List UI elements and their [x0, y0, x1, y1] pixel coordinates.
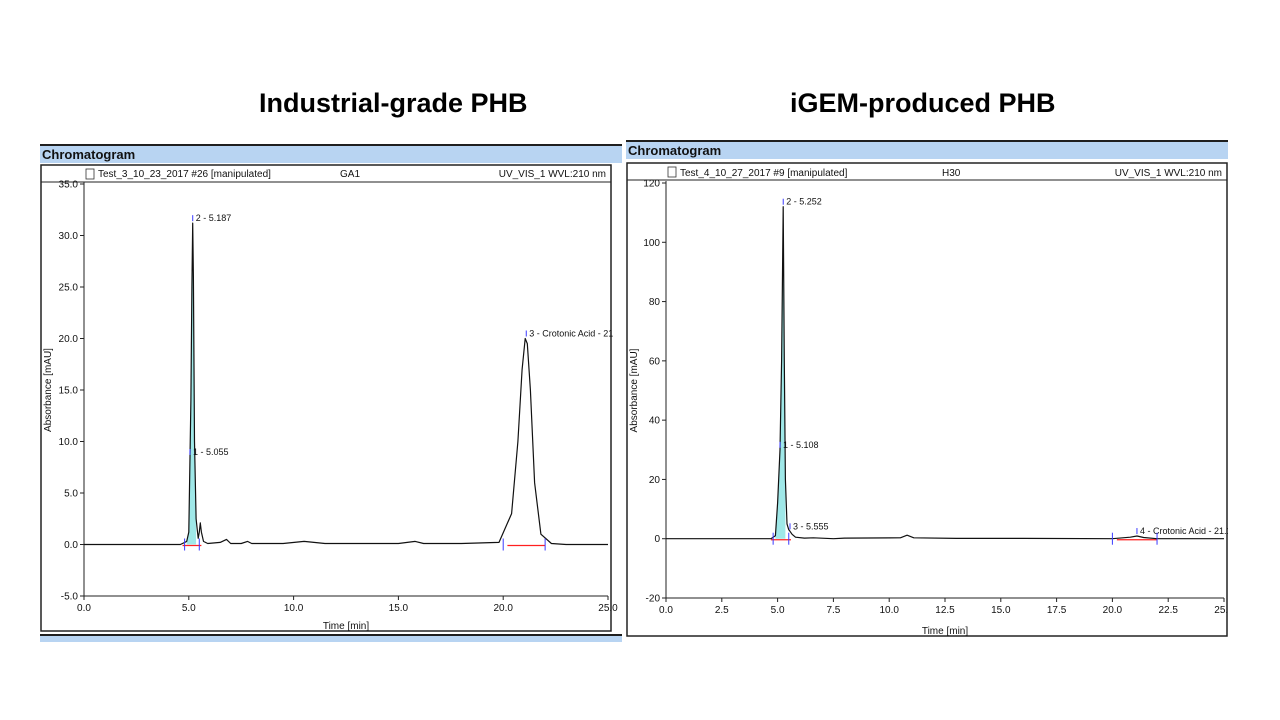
y-tick-label: 100: [643, 238, 660, 249]
x-tick-label: 0.0: [659, 605, 673, 616]
chromatogram-plot-left: Test_3_10_23_2017 #26 [manipulated] GA1 UV…: [40, 164, 618, 632]
peak-label: 1 - 5.055: [193, 447, 229, 457]
y-tick-label: 0: [654, 534, 660, 545]
document-icon: [667, 166, 677, 178]
x-tick-label: 22.5: [1158, 605, 1178, 616]
y-tick-label: 10.0: [59, 437, 79, 448]
y-tick-label: 120: [643, 179, 660, 190]
right-chart-title: iGEM-produced PHB: [790, 88, 1056, 118]
x-tick-label: 2.5: [715, 605, 729, 616]
peak-label: 4 - Crotonic Acid - 21.1: [1140, 526, 1228, 536]
x-tick-label: 25.0: [598, 603, 618, 614]
y-tick-label: 80: [649, 297, 661, 308]
panel-footer-left: [40, 634, 622, 642]
chromatogram-series-line: [84, 222, 608, 546]
y-tick-label: 40: [649, 416, 661, 427]
left-chart-title: Industrial-grade PHB: [259, 88, 528, 118]
y-tick-label: 20: [649, 475, 661, 486]
chromatogram-plot-right: Test_4_10_27_2017 #9 [manipulated] H30 UV_…: [626, 162, 1228, 637]
peak-label: 1 - 5.108: [783, 440, 819, 450]
x-tick-label: 20.0: [493, 603, 513, 614]
chromatogram-panel-left: Chromatogram Test_3_10_23_2017 #26 [mani…: [40, 144, 622, 643]
x-tick-label: 5.0: [182, 603, 196, 614]
sample-id-label: H30: [942, 168, 961, 179]
peak-label: 3 - 5.555: [793, 521, 829, 531]
x-tick-label: 0.0: [77, 603, 91, 614]
y-tick-label: 30.0: [59, 231, 79, 242]
y-tick-label: 15.0: [59, 386, 79, 397]
x-tick-label: 20.0: [1103, 605, 1123, 616]
panel-header-left: Chromatogram: [40, 144, 622, 163]
chromatogram-series-line: [666, 206, 1224, 540]
x-tick-label: 5.0: [771, 605, 785, 616]
y-tick-label: 35.0: [59, 180, 79, 191]
peak-label: 2 - 5.187: [196, 213, 232, 223]
document-icon: [85, 168, 95, 180]
chart-frame: [626, 162, 1228, 637]
x-tick-label: 12.5: [935, 605, 955, 616]
x-tick-label: 15.0: [389, 603, 409, 614]
x-tick-label: 7.5: [826, 605, 840, 616]
wavelength-label: UV_VIS_1 WVL:210 nm: [1115, 168, 1222, 179]
x-tick-label: 10.0: [879, 605, 899, 616]
y-tick-label: 5.0: [64, 489, 78, 500]
x-tick-label: 25.0: [1214, 605, 1228, 616]
x-axis-title: Time [min]: [323, 621, 370, 632]
y-tick-label: 25.0: [59, 283, 79, 294]
x-tick-label: 15.0: [991, 605, 1011, 616]
x-tick-label: 10.0: [284, 603, 304, 614]
chart-frame: [40, 164, 612, 632]
y-axis-title: Absorbance [mAU]: [43, 348, 54, 432]
y-tick-label: -20: [646, 594, 661, 605]
y-tick-label: 60: [649, 356, 661, 367]
y-tick-label: 20.0: [59, 334, 79, 345]
wavelength-label: UV_VIS_1 WVL:210 nm: [499, 169, 606, 180]
x-tick-label: 17.5: [1047, 605, 1067, 616]
chromatogram-panel-right: Chromatogram Test_4_10_27_2017 #9 [manip…: [626, 140, 1228, 642]
peak-label: 2 - 5.252: [786, 197, 822, 207]
peak-label: 3 - Crotonic Acid - 21: [529, 329, 613, 339]
y-axis-title: Absorbance [mAU]: [629, 348, 640, 432]
y-tick-label: 0.0: [64, 540, 78, 551]
sample-info-label: Test_3_10_23_2017 #26 [manipulated]: [98, 169, 271, 180]
panel-header-right: Chromatogram: [626, 140, 1228, 159]
x-axis-title: Time [min]: [922, 626, 969, 637]
sample-info-label: Test_4_10_27_2017 #9 [manipulated]: [680, 168, 848, 179]
sample-id-label: GA1: [340, 169, 360, 180]
y-tick-label: -5.0: [61, 592, 79, 603]
